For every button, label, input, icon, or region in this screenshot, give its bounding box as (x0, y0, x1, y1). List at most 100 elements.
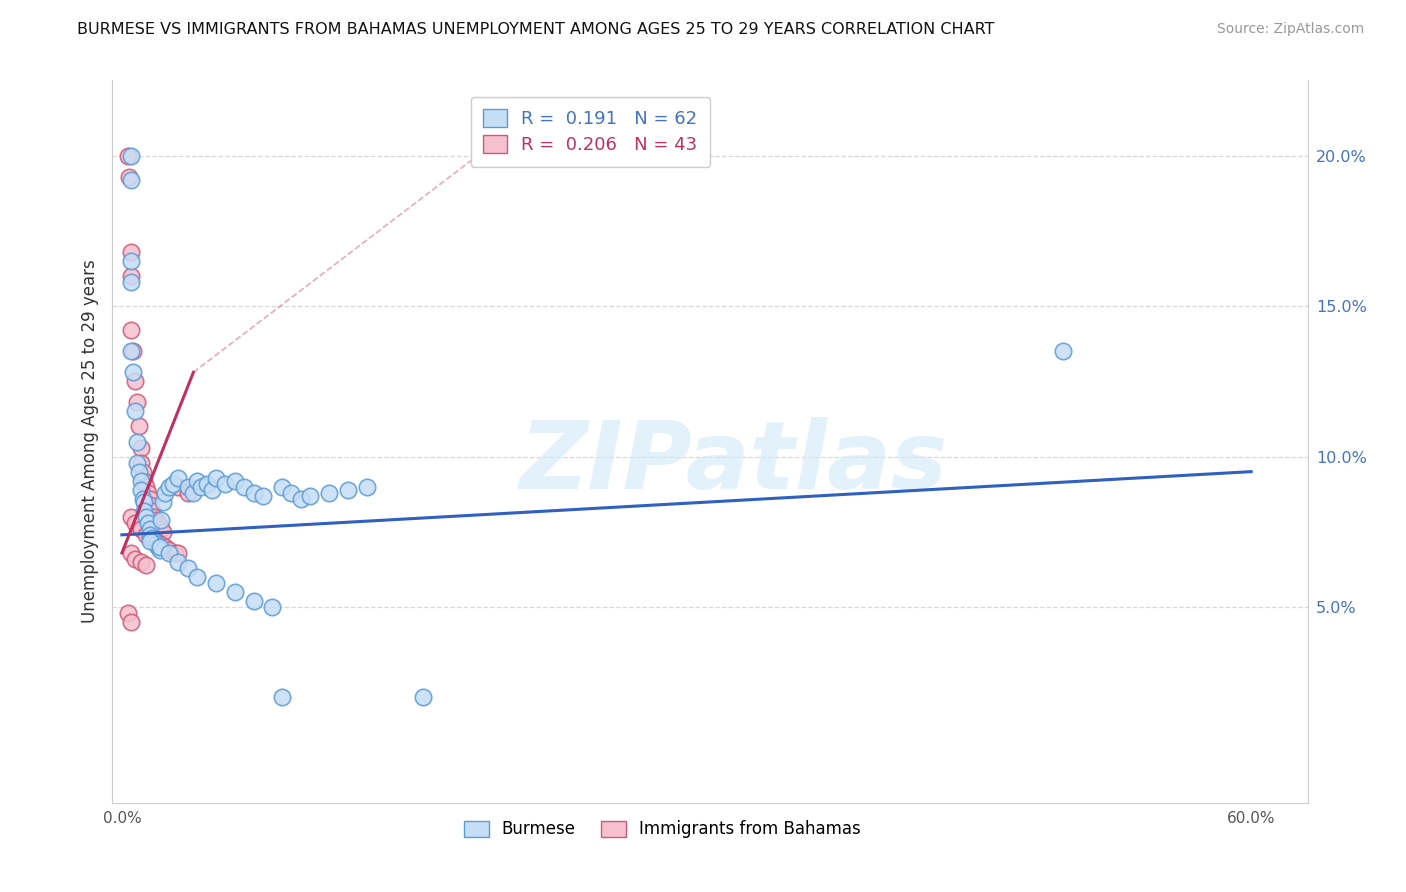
Point (120, 172, 142, 186)
Point (120, 615, 142, 630)
Point (177, 485, 200, 500)
Point (134, 474, 156, 488)
Point (150, 513, 173, 527)
Point (120, 546, 142, 560)
Point (163, 546, 186, 560)
Point (201, 483, 224, 497)
Point (139, 528, 162, 542)
Point (242, 594, 264, 608)
Point (136, 485, 159, 500)
Point (224, 474, 246, 488)
Point (224, 585, 246, 599)
Point (117, 148, 139, 162)
Point (157, 542, 180, 557)
Point (242, 485, 264, 500)
Point (129, 474, 152, 488)
Point (122, 344, 145, 359)
Point (167, 480, 190, 494)
Point (205, 470, 228, 484)
Point (153, 540, 176, 554)
Point (139, 491, 162, 506)
Point (125, 456, 148, 470)
Point (134, 504, 156, 518)
Point (195, 476, 218, 491)
Point (125, 395, 148, 409)
Point (148, 518, 170, 533)
Point (299, 489, 322, 503)
Point (145, 537, 167, 551)
Point (124, 404, 146, 418)
Point (120, 268, 142, 283)
Text: Source: ZipAtlas.com: Source: ZipAtlas.com (1216, 22, 1364, 37)
Point (233, 480, 256, 494)
Point (270, 480, 292, 494)
Point (146, 540, 169, 554)
Point (167, 470, 190, 484)
Point (117, 606, 139, 620)
Point (152, 524, 174, 539)
Point (150, 522, 173, 536)
Point (145, 533, 167, 548)
Point (152, 494, 174, 508)
Point (148, 542, 170, 557)
Point (120, 244, 142, 259)
Point (135, 480, 157, 494)
Point (124, 516, 146, 530)
Point (128, 419, 150, 434)
Point (356, 480, 378, 494)
Point (131, 491, 153, 506)
Point (157, 480, 180, 494)
Point (135, 509, 157, 524)
Point (167, 546, 190, 560)
Point (148, 537, 170, 551)
Point (183, 485, 205, 500)
Point (139, 522, 162, 536)
Point (129, 483, 152, 497)
Point (1052, 344, 1074, 359)
Point (129, 555, 152, 569)
Point (148, 540, 170, 554)
Point (124, 552, 146, 566)
Point (157, 546, 180, 560)
Point (318, 485, 340, 500)
Point (412, 690, 434, 705)
Point (120, 344, 142, 359)
Point (120, 509, 142, 524)
Y-axis label: Unemployment Among Ages 25 to 29 years: Unemployment Among Ages 25 to 29 years (80, 260, 98, 624)
Point (162, 476, 184, 491)
Point (280, 485, 302, 500)
Point (270, 690, 292, 705)
Point (205, 576, 228, 591)
Point (146, 516, 169, 530)
Point (128, 465, 150, 479)
Point (142, 533, 165, 548)
Point (122, 365, 145, 379)
Point (186, 474, 208, 488)
Point (125, 434, 148, 449)
Point (131, 465, 153, 479)
Legend: Burmese, Immigrants from Bahamas: Burmese, Immigrants from Bahamas (457, 814, 868, 845)
Point (139, 531, 162, 545)
Point (129, 456, 152, 470)
Point (135, 528, 157, 542)
Point (177, 561, 200, 575)
Point (186, 570, 208, 584)
Text: BURMESE VS IMMIGRANTS FROM BAHAMAS UNEMPLOYMENT AMONG AGES 25 TO 29 YEARS CORREL: BURMESE VS IMMIGRANTS FROM BAHAMAS UNEMP… (77, 22, 995, 37)
Point (190, 480, 212, 494)
Point (139, 533, 162, 548)
Point (120, 323, 142, 337)
Point (120, 148, 142, 162)
Point (252, 489, 274, 503)
Point (262, 600, 284, 615)
Point (290, 491, 312, 506)
Point (153, 485, 176, 500)
Point (129, 522, 152, 536)
Point (120, 253, 142, 268)
Point (129, 441, 152, 455)
Point (214, 476, 236, 491)
Point (134, 494, 156, 508)
Point (118, 169, 141, 184)
Point (167, 555, 190, 569)
Point (139, 498, 162, 512)
Point (141, 531, 163, 545)
